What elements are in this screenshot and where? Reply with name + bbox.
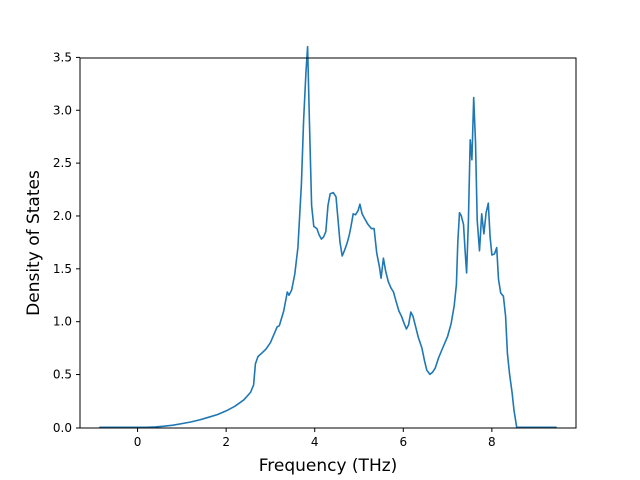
x-tick-label: 6 — [399, 435, 407, 449]
y-axis-title: Density of States — [24, 170, 44, 316]
x-tick-label: 2 — [222, 435, 230, 449]
y-tick-label: 3.0 — [53, 103, 72, 117]
y-tick-label: 1.0 — [53, 315, 72, 329]
y-tick-label: 2.0 — [53, 209, 72, 223]
x-tick-label: 8 — [488, 435, 496, 449]
plot-area — [80, 58, 576, 428]
y-tick-label: 1.5 — [53, 262, 72, 276]
x-tick-label: 4 — [311, 435, 319, 449]
y-tick-label: 0.5 — [53, 368, 72, 382]
x-tick-label: 0 — [134, 435, 142, 449]
axis-ticks: 0 2 4 6 8 0.0 0.5 1.0 1.5 2.0 2.5 3.0 3.5 — [53, 50, 496, 449]
dos-series-line — [99, 45, 557, 429]
y-tick-label: 2.5 — [53, 156, 72, 170]
plot-frame — [79, 57, 577, 429]
x-axis-title: Frequency (THz) — [259, 456, 398, 476]
y-tick-label: 3.5 — [53, 50, 72, 64]
y-tick-label: 0.0 — [53, 421, 72, 435]
